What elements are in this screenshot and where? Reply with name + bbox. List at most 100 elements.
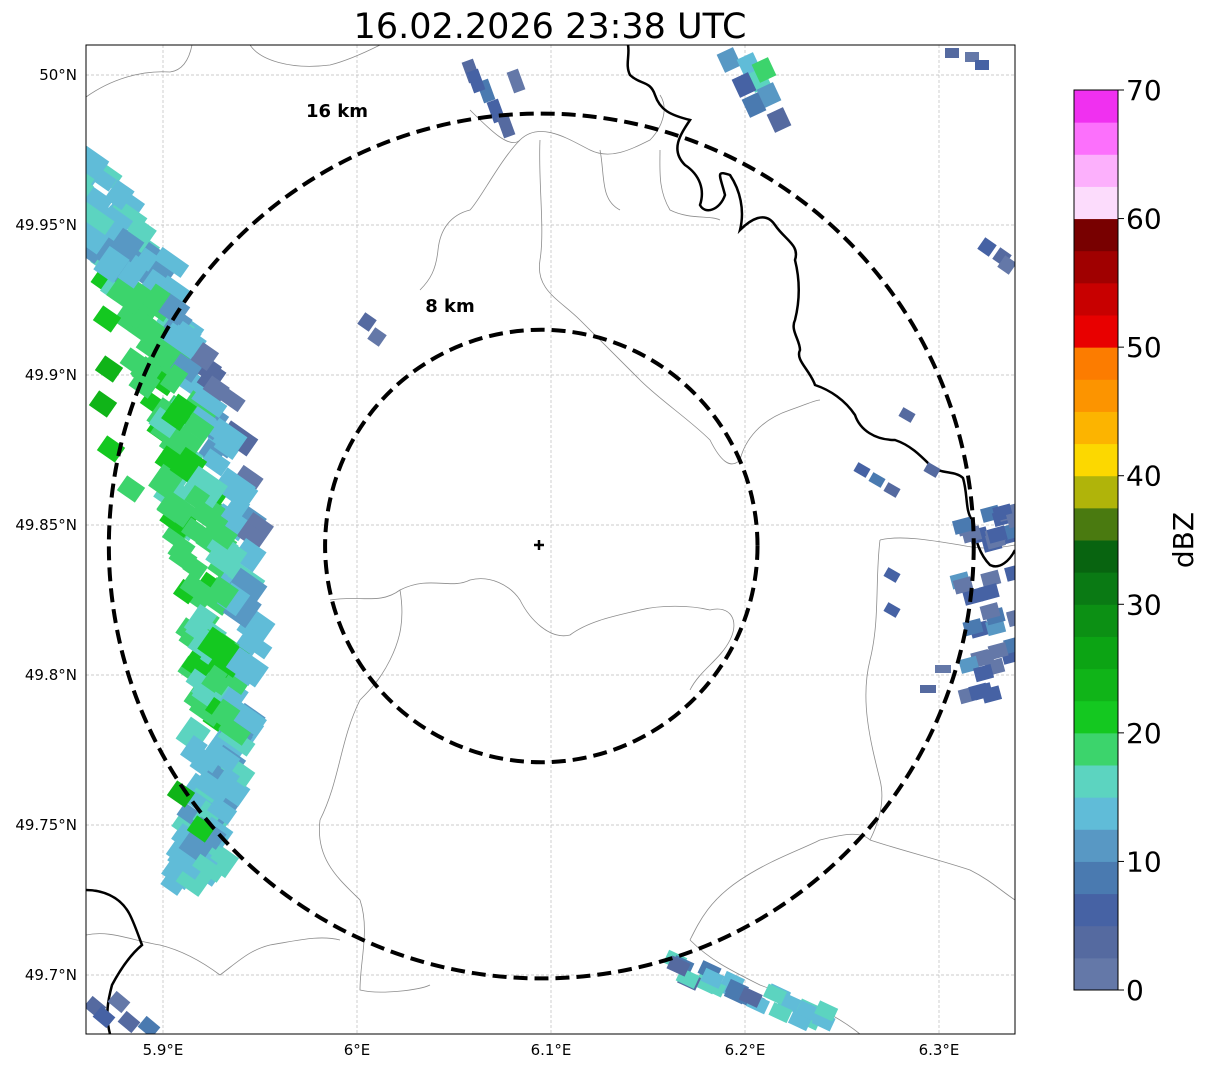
echo-cell [232, 537, 267, 573]
echo-cell [179, 573, 217, 607]
colorbar-swatch [1074, 282, 1118, 316]
echo-cell [166, 780, 196, 808]
colorbar-swatch [1074, 507, 1118, 541]
echo-cell [357, 312, 377, 332]
echo-cell [186, 742, 221, 774]
range-ring-16km [106, 111, 976, 981]
echo-cell [190, 342, 220, 372]
colorbar-swatch [1074, 250, 1118, 284]
colorbar-swatch [1074, 604, 1118, 637]
echo-cell [367, 327, 387, 347]
echo-cell [979, 602, 1001, 621]
echo-cell [92, 305, 122, 333]
echo-cell [202, 668, 232, 696]
echo-cell [239, 522, 264, 547]
lon-tick-label: 5.9°E [143, 1041, 184, 1059]
echo-cell [117, 1010, 141, 1034]
colorbar-tick-label: 60 [1126, 203, 1162, 236]
echo-cell [898, 407, 916, 423]
echo-cell [93, 245, 130, 284]
lat-tick-label: 50°N [39, 66, 77, 84]
ring-label-16km: 16 km [306, 101, 368, 122]
echo-cell [208, 521, 238, 550]
echo-cell [762, 983, 787, 1005]
colorbar-swatch [1074, 122, 1118, 155]
colorbar-swatch [1074, 475, 1118, 509]
lat-tick-label: 49.7°N [25, 966, 77, 984]
echo-cell [109, 227, 145, 263]
echo-cell [159, 363, 189, 394]
echo-cell [883, 567, 901, 583]
echo-cell [700, 967, 725, 989]
echo-cell [977, 237, 997, 257]
echo-cell [170, 352, 202, 383]
latitude-tick-labels: 50°N 49.95°N 49.9°N 49.85°N 49.8°N 49.75°N 49.… [15, 66, 77, 984]
colorbar-swatch [1074, 765, 1118, 798]
echo-cell [209, 380, 246, 413]
echo-cell [88, 390, 118, 418]
lat-tick-label: 49.85°N [15, 516, 77, 534]
echo-cell [225, 647, 269, 688]
echo-cell [506, 68, 526, 94]
echo-cell [106, 270, 152, 315]
echo-cell [220, 494, 251, 526]
echo-cell [496, 113, 516, 139]
echo-cell [197, 626, 235, 665]
colorbar-swatch [1074, 443, 1118, 477]
echo-cell [814, 1000, 839, 1022]
echo-cell [209, 698, 241, 730]
echo-cell [94, 355, 124, 383]
lat-tick-label: 49.9°N [25, 366, 77, 384]
colorbar-swatch [1074, 732, 1118, 766]
radar-echoes [86, 47, 1015, 1034]
colorbar-swatch [1074, 957, 1118, 991]
echo-cell [952, 576, 974, 595]
echo-cell [161, 393, 197, 432]
echo-cell [86, 170, 95, 199]
echo-cell [978, 583, 1000, 602]
echo-cell [92, 1005, 116, 1029]
echo-cell [987, 641, 1009, 661]
colorbar-swatch [1074, 315, 1118, 348]
range-ring-8km [323, 327, 760, 765]
colorbar-tick-label: 10 [1126, 845, 1162, 878]
echo-cell [148, 406, 182, 439]
colorbar-swatch [1074, 540, 1118, 573]
colorbar-swatch [1074, 379, 1118, 412]
echo-cell [666, 955, 691, 977]
radar-site-marker [534, 540, 544, 550]
colorbar-swatch [1074, 218, 1118, 252]
echo-cell [194, 770, 218, 794]
municipal-borders [86, 45, 1015, 1034]
echo-cell [180, 517, 219, 552]
echo-cell [196, 356, 223, 383]
colorbar-swatch [1074, 925, 1118, 959]
map-frame [85, 44, 1016, 1035]
echo-cell [973, 664, 995, 683]
colorbar-tick-label: 0 [1126, 974, 1144, 1007]
echo-cell [920, 685, 936, 693]
echo-cell [200, 448, 231, 477]
echo-cell [223, 567, 268, 611]
echo-cell [986, 525, 1008, 544]
echo-cell [183, 465, 228, 509]
echo-cell [965, 52, 979, 62]
echo-cell [962, 587, 984, 606]
echo-cell [466, 68, 486, 94]
echo-cell [868, 472, 886, 488]
echo-cell [175, 716, 211, 753]
echo-cell [1003, 635, 1015, 655]
colorbar-tick-label: 50 [1126, 331, 1162, 364]
colorbar-tick-label: 30 [1126, 588, 1162, 621]
echo-cell [206, 796, 238, 825]
ring-label-8km: 8 km [425, 296, 475, 317]
colorbar-swatch [1074, 90, 1118, 123]
national-borders [86, 45, 1015, 1034]
echo-cell [923, 462, 941, 478]
colorbar-tick-label: 70 [1126, 74, 1162, 107]
echo-cell [951, 516, 973, 535]
echo-cell [186, 815, 216, 843]
echo-cell [883, 482, 901, 498]
echo-cell [154, 275, 193, 312]
echo-cell [86, 145, 110, 176]
